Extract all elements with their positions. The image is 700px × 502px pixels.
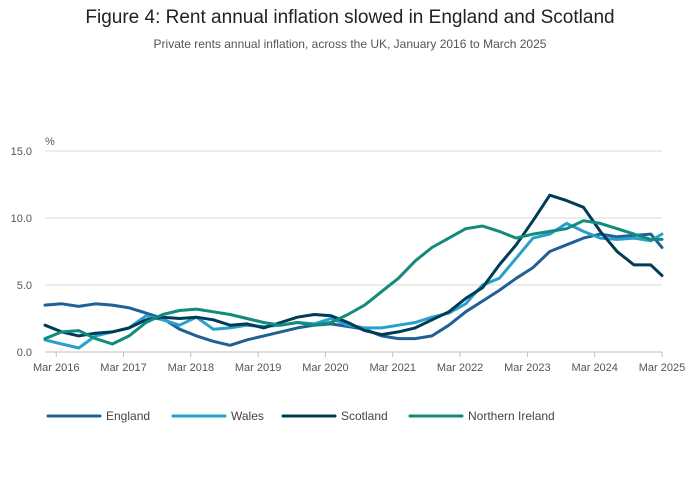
- x-tick-label: Mar 2019: [235, 362, 281, 374]
- chart-subtitle: Private rents annual inflation, across t…: [153, 37, 547, 51]
- legend-label-scotland: Scotland: [341, 409, 388, 423]
- legend-label-england: England: [106, 409, 150, 423]
- axes: 0.0 5.0 10.0 15.0% Mar 2016 Mar 2017 Mar 2018 M…: [11, 136, 686, 374]
- x-tick-label: Mar 2020: [302, 362, 348, 374]
- y-tick-label: 5.0: [17, 280, 32, 292]
- x-tick-label: Mar 2023: [504, 362, 550, 374]
- y-tick-label: 0.0: [17, 347, 32, 359]
- x-tick-label: Mar 2021: [370, 362, 416, 374]
- gridlines: [45, 150, 662, 353]
- legend: England Wales Scotland Northern Ireland: [46, 409, 555, 423]
- series-line-northern-ireland: [43, 219, 664, 346]
- x-tick-label: Mar 2024: [571, 362, 617, 374]
- x-tick-label: Mar 2016: [33, 362, 79, 374]
- legend-label-northern-ireland: Northern Ireland: [468, 409, 555, 423]
- x-tick-label: Mar 2025: [639, 362, 685, 374]
- x-tick-label: Mar 2022: [437, 362, 483, 374]
- series-lines: [43, 193, 664, 350]
- y-axis-unit-label: %: [45, 136, 55, 148]
- y-tick-label: 10.0: [11, 213, 32, 225]
- x-tick-label: Mar 2018: [168, 362, 214, 374]
- legend-label-wales: Wales: [231, 409, 264, 423]
- x-tick-label: Mar 2017: [100, 362, 146, 374]
- chart-title: Figure 4: Rent annual inflation slowed i…: [85, 7, 615, 28]
- y-tick-label: 15.0: [11, 146, 32, 158]
- series-line-scotland: [43, 193, 664, 338]
